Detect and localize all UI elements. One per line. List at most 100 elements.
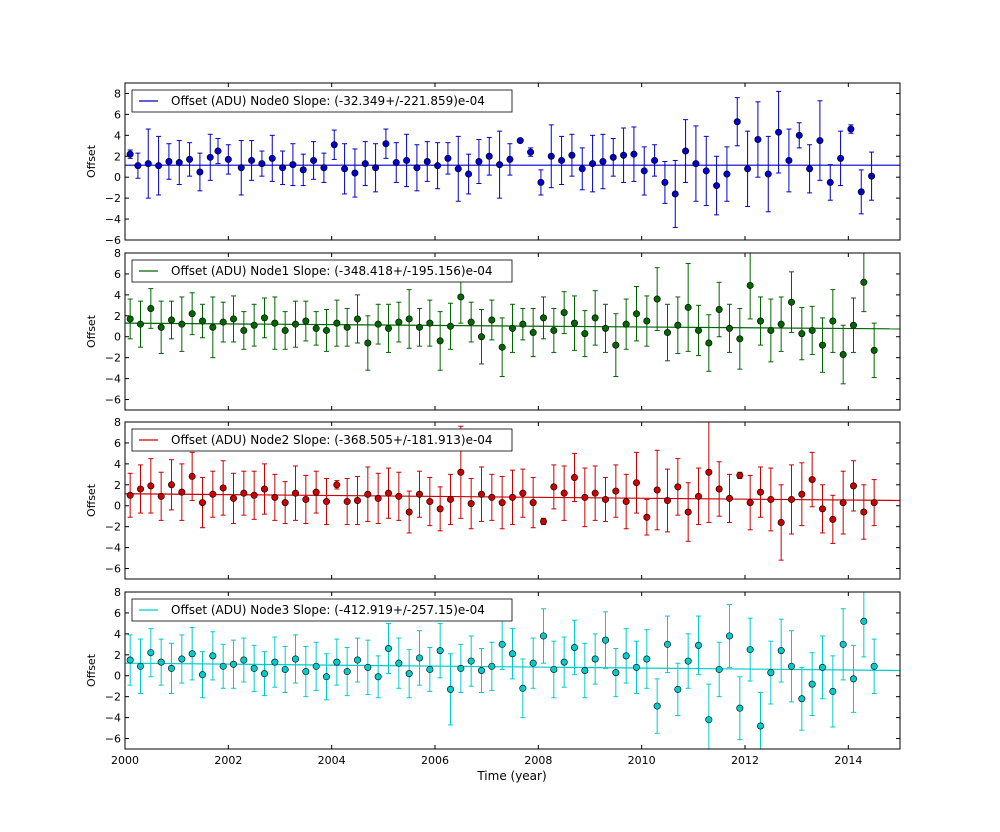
data-point: [612, 341, 620, 349]
x-tick-label: 2014: [834, 754, 862, 767]
data-point: [384, 324, 392, 332]
data-point: [694, 641, 702, 649]
data-point: [643, 655, 651, 663]
data-point: [663, 640, 671, 648]
data-point: [725, 324, 733, 332]
data-point: [550, 326, 558, 334]
data-point: [477, 490, 485, 498]
data-point: [674, 685, 682, 693]
data-point: [785, 156, 793, 164]
data-point: [550, 483, 558, 491]
data-point: [508, 493, 516, 501]
data-point: [733, 118, 741, 126]
data-point: [165, 158, 173, 166]
y-tick-label: 2: [114, 150, 121, 163]
data-point: [302, 668, 310, 676]
data-point: [248, 156, 256, 164]
data-point: [746, 646, 754, 654]
data-point: [746, 281, 754, 289]
data-point: [560, 658, 568, 666]
data-point: [157, 658, 165, 666]
data-point: [527, 148, 535, 156]
data-point: [529, 499, 537, 507]
data-point: [643, 513, 651, 521]
data-point: [705, 339, 713, 347]
data-point: [818, 341, 826, 349]
data-point: [599, 158, 607, 166]
plot-frame: [124, 421, 901, 580]
data-point: [353, 496, 361, 504]
y-tick-label: −4: [105, 542, 121, 555]
data-point: [640, 167, 648, 175]
data-point: [661, 178, 669, 186]
data-point: [196, 168, 204, 176]
data-point: [498, 343, 506, 351]
data-point: [775, 128, 783, 136]
y-tick-label: 6: [114, 437, 121, 450]
data-point: [651, 156, 659, 164]
data-point: [767, 669, 775, 677]
data-point: [663, 329, 671, 337]
data-point: [736, 704, 744, 712]
data-point: [715, 485, 723, 493]
data-point: [837, 154, 845, 162]
y-tick-label: 8: [114, 87, 121, 100]
data-point: [426, 319, 434, 327]
data-point: [250, 491, 258, 499]
data-point: [405, 508, 413, 516]
data-point: [570, 643, 578, 651]
data-point: [330, 141, 338, 149]
y-tick-label: 6: [114, 268, 121, 281]
y-tick-label: −6: [105, 234, 121, 247]
data-point: [591, 314, 599, 322]
data-point: [446, 685, 454, 693]
data-point: [777, 647, 785, 655]
data-point: [849, 675, 857, 683]
data-point: [240, 326, 248, 334]
data-point: [671, 190, 679, 198]
data-point: [682, 147, 690, 155]
data-point: [426, 665, 434, 673]
data-point: [413, 164, 421, 172]
y-tick-label: −6: [105, 563, 121, 576]
data-point: [705, 468, 713, 476]
data-point: [271, 658, 279, 666]
data-point: [860, 278, 868, 286]
y-tick-label: 0: [114, 670, 121, 683]
data-point: [537, 178, 545, 186]
data-point: [206, 153, 214, 161]
data-point: [829, 515, 837, 523]
y-tick-label: 2: [114, 310, 121, 323]
data-point: [436, 647, 444, 655]
legend-box: [131, 89, 513, 113]
y-tick-label: 8: [114, 247, 121, 260]
data-point: [870, 346, 878, 354]
data-point: [519, 320, 527, 328]
data-point: [477, 666, 485, 674]
legend-box: [131, 259, 513, 283]
x-tick-label: 2006: [421, 754, 449, 767]
data-point: [591, 489, 599, 497]
data-point: [240, 489, 248, 497]
data-point: [260, 314, 268, 322]
legend-label: Offset (ADU) Node3 Slope: (-412.919+/-25…: [171, 603, 485, 617]
data-point: [787, 298, 795, 306]
data-point: [157, 323, 165, 331]
data-points: [126, 278, 878, 359]
data-point: [746, 499, 754, 507]
data-point: [395, 492, 403, 500]
data-point: [839, 499, 847, 507]
data-point: [434, 162, 442, 170]
y-tick-label: 6: [114, 607, 121, 620]
y-axis-label: Offset: [85, 483, 98, 517]
y-tick-label: −2: [105, 521, 121, 534]
y-tick-label: 8: [114, 416, 121, 429]
data-point: [715, 665, 723, 673]
y-tick-label: −2: [105, 352, 121, 365]
chart-panel-0: −6 −4 −2 0 2 4 6 8 Offset Offset (ADU) Node0 Slop…: [85, 82, 901, 247]
data-point: [343, 498, 351, 506]
x-tick-label: 2010: [628, 754, 656, 767]
data-point: [777, 518, 785, 526]
data-point: [341, 165, 349, 173]
data-point: [188, 650, 196, 658]
